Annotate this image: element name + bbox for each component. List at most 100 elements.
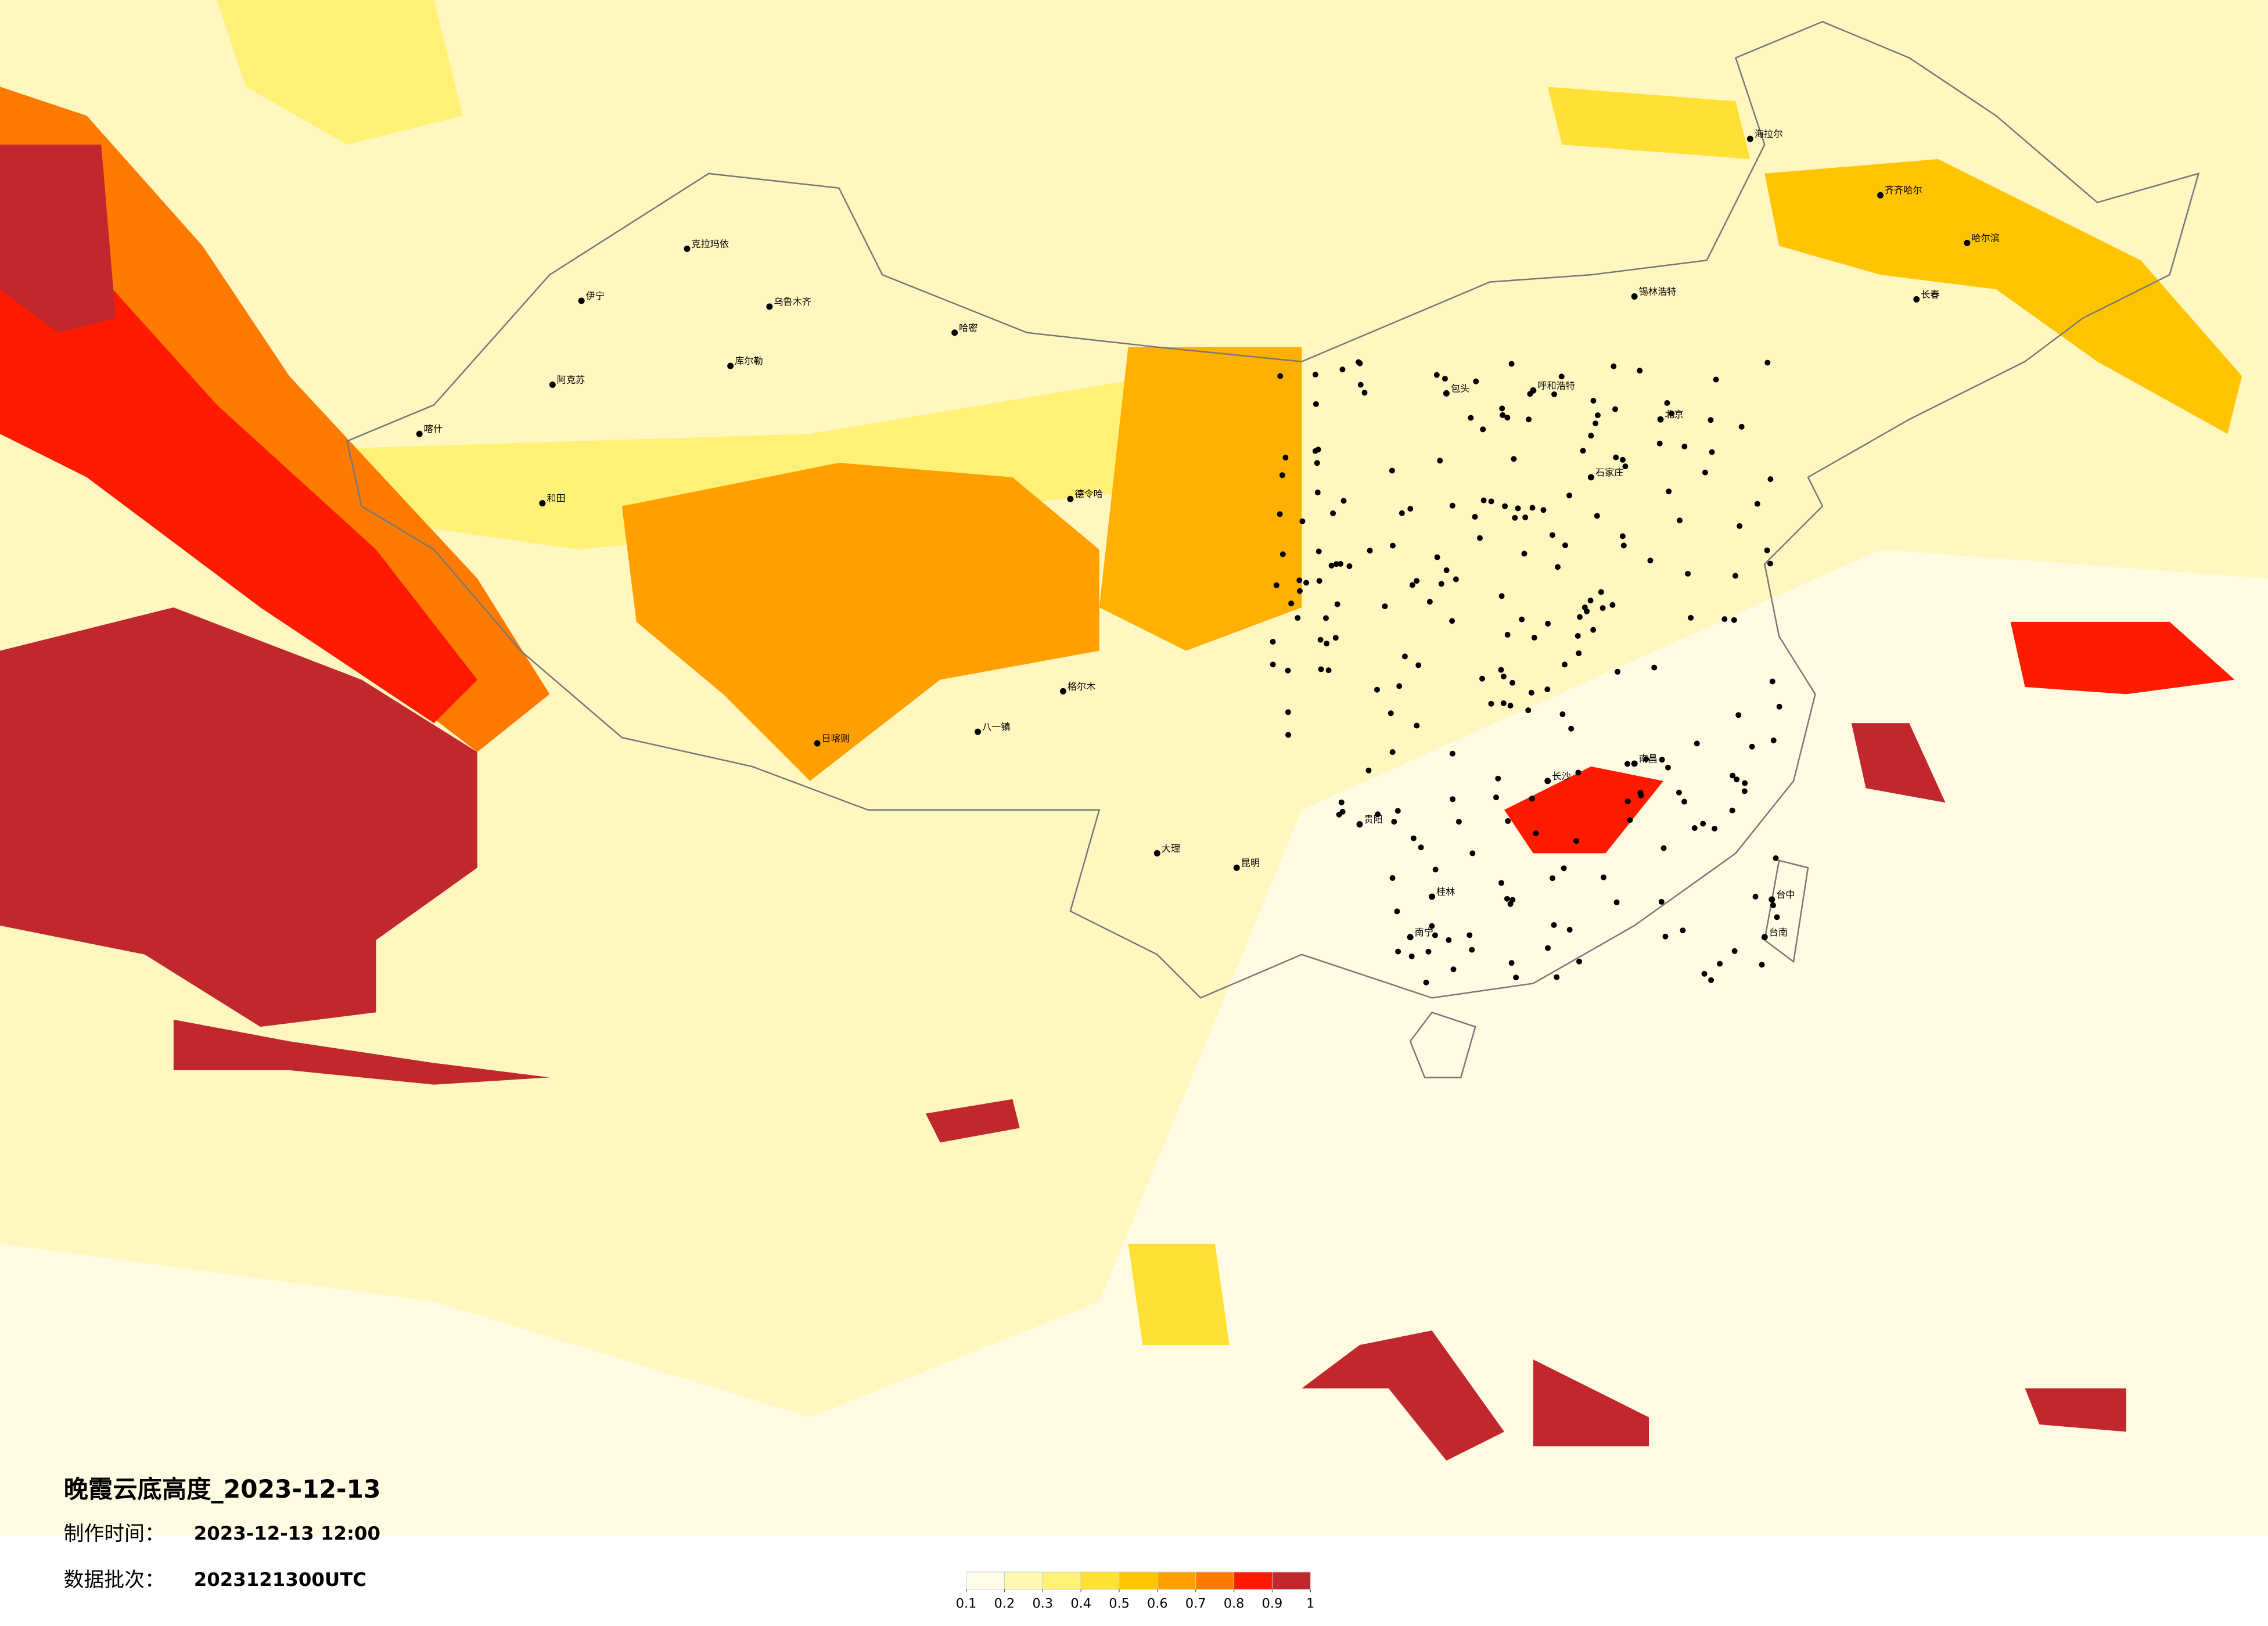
city-dots xyxy=(1270,359,1782,985)
station-dot xyxy=(1624,761,1631,767)
station-dot xyxy=(1394,808,1401,814)
station-dot xyxy=(1388,710,1394,717)
cloud-field xyxy=(0,0,2268,1461)
station-dot xyxy=(1593,420,1599,427)
station-dot xyxy=(1277,373,1284,379)
station-dot xyxy=(1776,703,1782,710)
station-dot xyxy=(1561,865,1567,872)
station-dot xyxy=(1449,502,1455,509)
station-dot xyxy=(1389,467,1395,474)
city-label: 长沙 xyxy=(1552,771,1570,782)
station-dot xyxy=(1432,866,1439,873)
station-dot xyxy=(1609,602,1616,608)
station-dot xyxy=(1325,667,1332,674)
city-label: 南昌 xyxy=(1639,753,1658,764)
station-dot xyxy=(1568,725,1575,732)
station-dot xyxy=(1340,498,1347,504)
station-dot xyxy=(1346,563,1353,569)
colorbar-tick-label: 1 xyxy=(1306,1596,1314,1611)
station-dot xyxy=(1759,962,1765,968)
station-dot xyxy=(1374,686,1380,693)
station-dot xyxy=(1620,542,1627,549)
station-dot xyxy=(1521,551,1527,557)
station-dot xyxy=(1339,366,1346,373)
station-dot xyxy=(1328,562,1335,569)
field-yellow xyxy=(1128,1243,1230,1346)
field-dark-red xyxy=(925,1099,1020,1143)
station-dot xyxy=(1662,933,1669,940)
field-pale xyxy=(0,0,2268,1418)
colorbar-swatch xyxy=(1080,1571,1120,1590)
station-dot xyxy=(1330,510,1336,516)
station-dot xyxy=(1554,974,1560,980)
station-dot xyxy=(1288,600,1295,607)
field-yellow xyxy=(1547,87,1751,159)
colorbar-tick-label: 0.4 xyxy=(1070,1596,1091,1611)
city-label: 喀什 xyxy=(424,423,443,434)
station-dot xyxy=(1500,700,1507,707)
city-label: 阿克苏 xyxy=(557,374,585,385)
station-dot xyxy=(1394,908,1400,915)
station-dot xyxy=(1389,749,1396,756)
city-dot xyxy=(1443,390,1450,397)
city-label: 台南 xyxy=(1769,927,1788,938)
station-dot xyxy=(1529,796,1535,802)
station-dot xyxy=(1685,570,1691,577)
city-dot xyxy=(766,303,773,310)
station-dot xyxy=(1515,505,1521,512)
city-dot xyxy=(1769,896,1775,903)
station-dot xyxy=(1769,678,1775,685)
colorbar-tick-label: 0.2 xyxy=(994,1596,1015,1611)
city-label: 长春 xyxy=(1921,289,1939,300)
station-dot xyxy=(1561,661,1568,668)
station-dot xyxy=(1391,818,1397,825)
field-dark-red xyxy=(0,145,116,333)
station-dot xyxy=(1495,775,1501,782)
station-dot xyxy=(1587,598,1594,604)
station-dot xyxy=(1713,376,1719,383)
city-label: 伊宁 xyxy=(586,290,605,301)
city-label: 克拉玛依 xyxy=(691,238,729,249)
station-dot xyxy=(1545,945,1551,951)
map-title: 晚霞云底高度_2023-12-13 xyxy=(64,1475,381,1503)
station-dot xyxy=(1453,576,1459,582)
station-dot xyxy=(1580,448,1586,454)
city-dot xyxy=(1761,934,1768,941)
station-dot xyxy=(1425,948,1432,955)
station-dot xyxy=(1318,666,1324,672)
station-dot xyxy=(1434,554,1440,560)
city-dot xyxy=(1746,135,1753,142)
station-dot xyxy=(1637,368,1643,374)
station-dot xyxy=(1332,635,1339,641)
city-dot xyxy=(578,297,585,304)
station-dot xyxy=(1681,443,1688,449)
station-dot xyxy=(1508,361,1515,367)
city-label: 包头 xyxy=(1451,383,1469,394)
field-orange xyxy=(1099,347,1302,651)
colorbar-swatch xyxy=(1042,1571,1081,1590)
station-dot xyxy=(1666,488,1672,495)
station-dot xyxy=(1749,743,1755,750)
station-dot xyxy=(1365,767,1372,774)
station-dot xyxy=(1498,593,1505,599)
station-dot xyxy=(1734,776,1740,783)
station-dot xyxy=(1531,635,1537,641)
city-dot xyxy=(814,740,821,747)
station-dot xyxy=(1418,844,1424,851)
station-dot xyxy=(1576,650,1582,656)
station-dot xyxy=(1469,947,1475,953)
station-dot xyxy=(1479,675,1485,682)
station-dot xyxy=(1446,937,1452,943)
station-dot xyxy=(1529,505,1536,511)
station-dot xyxy=(1504,415,1511,421)
station-dot xyxy=(1399,510,1405,516)
station-dot xyxy=(1437,458,1443,464)
station-dot xyxy=(1449,750,1455,757)
colorbar: 0.1 0.2 0.3 0.4 0.5 0.6 0.7 0.8 0.9 1 xyxy=(956,1571,1314,1611)
station-dot xyxy=(1737,523,1743,529)
station-dot xyxy=(1512,515,1518,521)
station-dot xyxy=(1562,542,1568,548)
field-dark-red xyxy=(173,1019,550,1085)
station-dot xyxy=(1732,573,1738,579)
station-dot xyxy=(1480,497,1487,503)
